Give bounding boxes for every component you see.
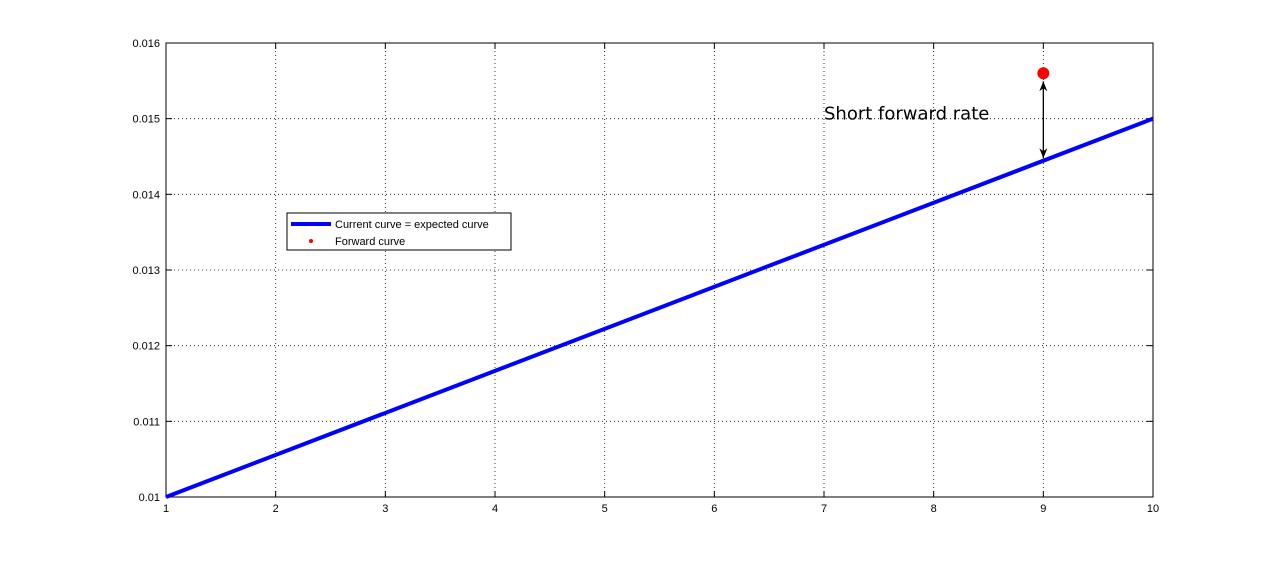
y-tick-label: 0.013 [132, 265, 160, 277]
y-tick-label: 0.016 [132, 38, 160, 50]
x-tick-label: 8 [931, 503, 937, 515]
annotation-arrowhead-down [1039, 148, 1048, 159]
grid-layer [166, 43, 1153, 497]
y-tick-label: 0.015 [132, 114, 160, 126]
x-tick-label: 1 [163, 503, 169, 515]
x-tick-label: 5 [602, 503, 608, 515]
series-layer [165, 67, 1154, 499]
x-tick-label: 9 [1040, 503, 1046, 515]
x-tick-label: 2 [273, 503, 279, 515]
forward-curve-point [1037, 67, 1050, 80]
axes-layer: 1 2 3 4 5 6 7 8 9 10 0.01 0.011 0.012 0.013 0.014 0.015… [132, 38, 1159, 515]
y-tick-label: 0.011 [133, 416, 160, 428]
legend-label: Current curve = expected curve [335, 219, 489, 231]
y-tick-label: 0.01 [139, 492, 160, 504]
x-tick-label: 6 [711, 503, 717, 515]
annotation-layer: Short forward rate [824, 81, 1048, 159]
x-tick-label: 3 [382, 503, 388, 515]
x-tick-label: 10 [1147, 503, 1159, 515]
y-tick-label: 0.012 [132, 341, 160, 353]
legend: Current curve = expected curve Forward cu… [286, 212, 512, 251]
x-tick-label: 7 [821, 503, 827, 515]
series-line-current-curve [165, 116, 1154, 499]
annotation-text: Short forward rate [824, 103, 989, 124]
legend-swatch-point [309, 239, 313, 243]
y-tick-label: 0.014 [132, 189, 160, 201]
legend-box [286, 212, 512, 251]
annotation-arrowhead-up [1039, 81, 1048, 92]
x-tick-label: 4 [492, 503, 498, 515]
legend-label: Forward curve [335, 236, 405, 248]
